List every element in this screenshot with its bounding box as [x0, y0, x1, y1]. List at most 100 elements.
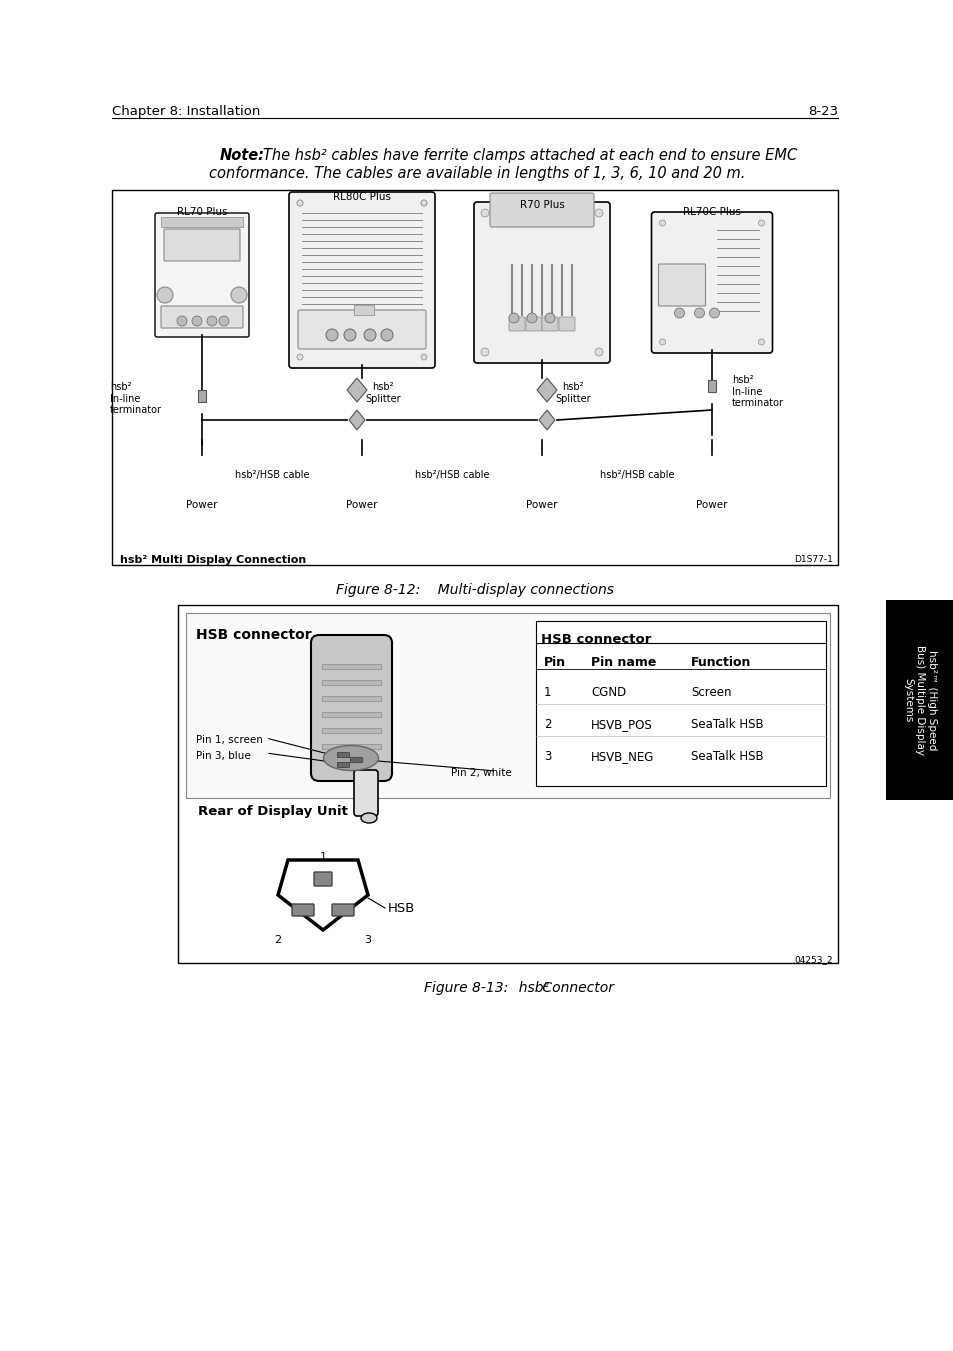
Bar	[322, 744, 380, 748]
Circle shape	[480, 349, 489, 357]
FancyBboxPatch shape	[558, 317, 575, 331]
Text: Pin 2, white: Pin 2, white	[451, 767, 511, 778]
Text: hsb²/HSB cable: hsb²/HSB cable	[234, 470, 309, 480]
Bar	[322, 712, 380, 717]
FancyBboxPatch shape	[332, 904, 354, 916]
Text: Screen: Screen	[690, 686, 731, 698]
Text: Power: Power	[346, 500, 377, 509]
Text: RL80C Plus: RL80C Plus	[333, 192, 391, 203]
FancyBboxPatch shape	[314, 871, 332, 886]
Text: D1S77-1: D1S77-1	[793, 555, 832, 563]
FancyBboxPatch shape	[658, 263, 705, 305]
Text: RL70 Plus: RL70 Plus	[176, 207, 227, 218]
FancyBboxPatch shape	[161, 305, 243, 328]
Circle shape	[177, 316, 187, 326]
Circle shape	[296, 200, 303, 205]
Bar	[112, 190, 837, 565]
Text: Chapter 8: Installation: Chapter 8: Installation	[112, 105, 260, 118]
Text: Pin: Pin	[543, 657, 565, 669]
Bar	[350, 757, 361, 762]
Circle shape	[420, 200, 427, 205]
FancyBboxPatch shape	[289, 192, 435, 367]
FancyBboxPatch shape	[311, 635, 392, 781]
Bar	[322, 680, 380, 685]
Circle shape	[157, 286, 172, 303]
Text: Note:: Note:	[220, 149, 265, 163]
Circle shape	[659, 339, 665, 345]
Polygon shape	[277, 861, 368, 929]
Polygon shape	[538, 409, 555, 430]
Circle shape	[231, 286, 247, 303]
Text: The hsb² cables have ferrite clamps attached at each end to ensure EMC: The hsb² cables have ferrite clamps atta…	[263, 149, 797, 163]
Text: R70 Plus: R70 Plus	[519, 200, 564, 209]
Text: CGND: CGND	[590, 686, 625, 698]
FancyBboxPatch shape	[525, 317, 541, 331]
Text: HSB: HSB	[388, 902, 415, 915]
Circle shape	[420, 200, 427, 205]
Text: Connector: Connector	[537, 981, 614, 994]
Circle shape	[674, 308, 684, 317]
Circle shape	[526, 313, 537, 323]
Text: Power: Power	[186, 500, 217, 509]
Text: HSB connector: HSB connector	[195, 628, 312, 642]
Text: 3: 3	[543, 750, 551, 763]
Bar	[707, 380, 716, 392]
Text: Pin name: Pin name	[590, 657, 656, 669]
Text: hsb²
Splitter: hsb² Splitter	[365, 382, 400, 404]
FancyBboxPatch shape	[354, 770, 377, 816]
Text: 2: 2	[274, 935, 281, 944]
Bar	[536, 621, 825, 786]
Text: 1: 1	[543, 686, 551, 698]
Circle shape	[758, 220, 763, 226]
Circle shape	[595, 209, 602, 218]
Text: conformance. The cables are available in lengths of 1, 3, 6, 10 and 20 m.: conformance. The cables are available in…	[209, 166, 744, 181]
Circle shape	[364, 330, 375, 340]
Circle shape	[420, 354, 427, 359]
FancyBboxPatch shape	[297, 309, 426, 349]
Circle shape	[219, 316, 229, 326]
Text: hsb²
In-line
terminator: hsb² In-line terminator	[110, 382, 162, 415]
Text: hsb²: hsb²	[510, 981, 549, 994]
Circle shape	[380, 330, 393, 340]
Bar	[336, 753, 349, 757]
Text: hsb²/HSB cable: hsb²/HSB cable	[415, 470, 489, 480]
Bar	[322, 696, 380, 701]
Text: Figure 8-13:: Figure 8-13:	[423, 981, 507, 994]
Text: Pin 1, screen: Pin 1, screen	[195, 735, 263, 744]
Circle shape	[509, 313, 518, 323]
Circle shape	[758, 339, 763, 345]
Text: hsb² Multi Display Connection: hsb² Multi Display Connection	[120, 555, 306, 565]
Circle shape	[344, 330, 355, 340]
Text: HSB connector: HSB connector	[540, 634, 651, 646]
Ellipse shape	[323, 746, 378, 770]
Text: hsb²/HSB cable: hsb²/HSB cable	[599, 470, 674, 480]
Bar	[178, 605, 837, 963]
Text: HSVB_POS: HSVB_POS	[590, 717, 652, 731]
Text: Pin 3, blue: Pin 3, blue	[195, 751, 251, 761]
Ellipse shape	[360, 813, 376, 823]
Text: 3: 3	[364, 935, 371, 944]
Circle shape	[326, 330, 337, 340]
Bar	[322, 663, 380, 669]
Bar	[354, 305, 374, 315]
Text: Figure 8-12:    Multi-display connections: Figure 8-12: Multi-display connections	[335, 584, 614, 597]
Polygon shape	[537, 378, 557, 403]
Bar	[186, 613, 829, 798]
Circle shape	[595, 349, 602, 357]
Text: 1: 1	[319, 852, 326, 862]
FancyBboxPatch shape	[292, 904, 314, 916]
Polygon shape	[349, 409, 365, 430]
FancyBboxPatch shape	[490, 193, 594, 227]
Circle shape	[659, 220, 665, 226]
Text: Function: Function	[690, 657, 751, 669]
Bar	[198, 390, 206, 403]
FancyBboxPatch shape	[474, 203, 609, 363]
Text: Rear of Display Unit: Rear of Display Unit	[198, 805, 348, 817]
Circle shape	[296, 200, 303, 205]
Polygon shape	[347, 378, 367, 403]
FancyBboxPatch shape	[541, 317, 558, 331]
Text: hsb²
In-line
terminator: hsb² In-line terminator	[731, 376, 783, 408]
Bar	[336, 762, 349, 767]
Text: 04253_2: 04253_2	[794, 955, 832, 965]
Text: SeaTalk HSB: SeaTalk HSB	[690, 717, 762, 731]
